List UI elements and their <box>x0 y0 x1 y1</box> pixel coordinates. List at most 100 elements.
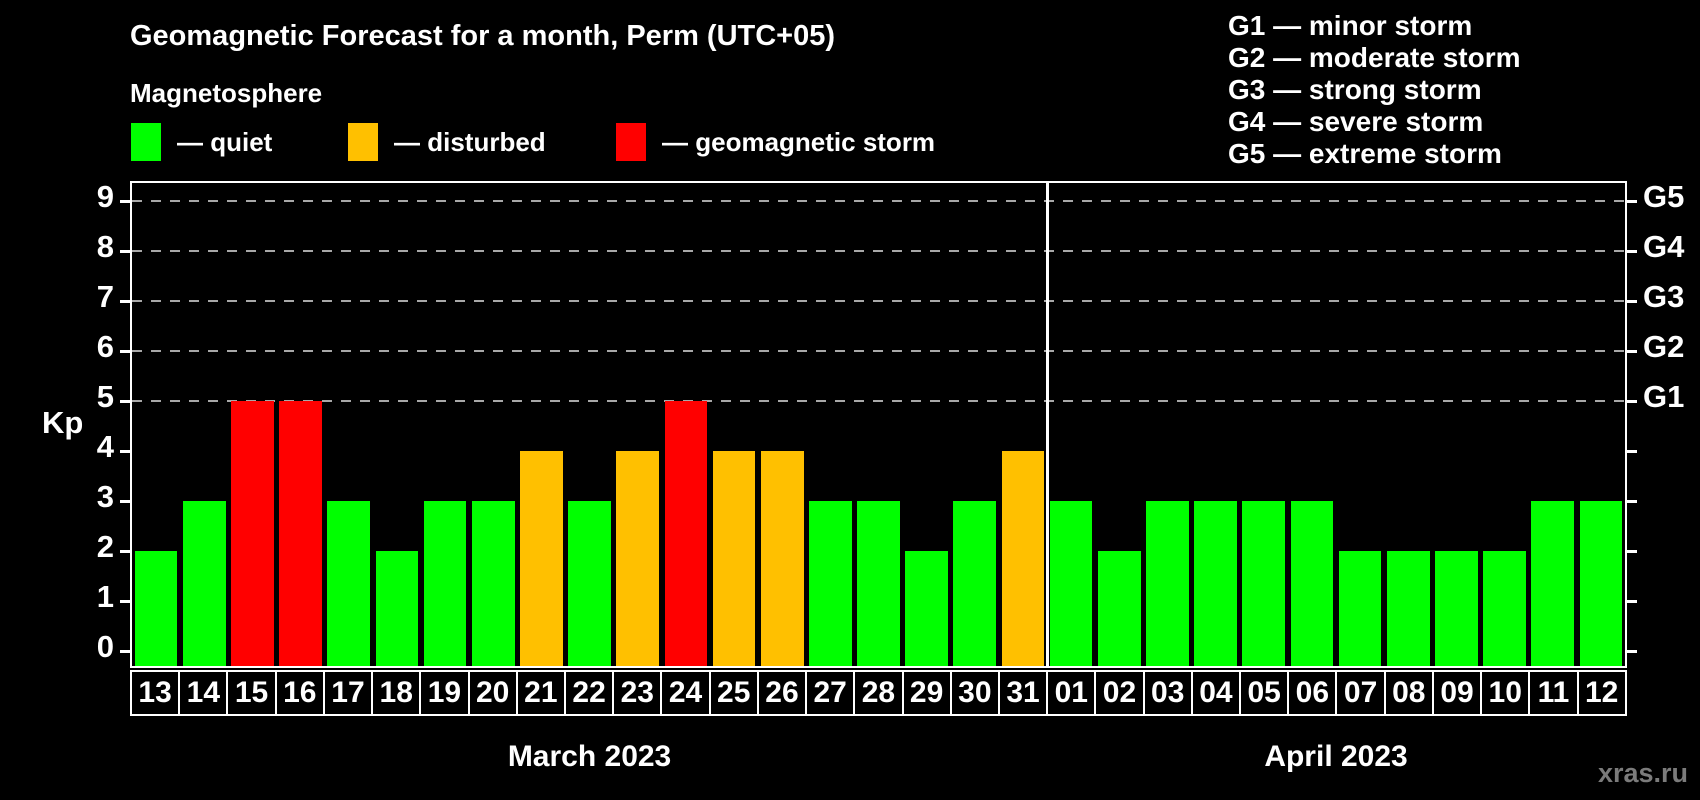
g-axis-tick-9 <box>1625 199 1637 203</box>
g-axis-tick-0 <box>1625 649 1637 653</box>
kp-tick-label-3: 3 <box>96 479 114 514</box>
kp-tick-label-1: 1 <box>96 579 114 614</box>
g-axis-tick-2 <box>1625 549 1637 553</box>
kp-tick-label-8: 8 <box>96 229 114 264</box>
kp-bar-day-21 <box>520 451 563 666</box>
kp-axis-tick-2 <box>120 549 132 553</box>
g-axis-tick-3 <box>1625 499 1637 503</box>
kp-axis-tick-9 <box>120 199 132 203</box>
gridline-kp7 <box>132 300 1625 302</box>
kp-bar-day-02 <box>1097 551 1141 666</box>
kp-bar-day-07 <box>1338 551 1382 666</box>
kp-bar-day-27 <box>809 501 852 666</box>
g-scale-legend-line-5: G5 — extreme storm <box>1228 138 1502 169</box>
kp-bar-day-10 <box>1483 551 1526 666</box>
day-label-11: 11 <box>1528 672 1576 714</box>
kp-tick-label-5: 5 <box>96 379 114 414</box>
watermark-link[interactable]: xras.ru <box>1597 758 1688 788</box>
kp-bar-day-14 <box>182 501 226 666</box>
legend-swatch-quiet-icon <box>131 123 161 161</box>
day-label-29: 29 <box>901 672 950 714</box>
g-scale-legend-line-3: G3 — strong storm <box>1228 74 1482 105</box>
kp-axis-tick-0 <box>120 649 132 653</box>
kp-tick-label-9: 9 <box>96 179 114 214</box>
day-axis: 13 14 15 16 17 18 19 20 21 22 23 24 25 26 27 28 29 30 31 01… <box>130 670 1627 716</box>
legend-item-storm: — geomagnetic storm <box>616 122 935 162</box>
kp-bar-day-17 <box>327 501 371 666</box>
day-label-02: 02 <box>1094 672 1142 714</box>
kp-tick-label-6: 6 <box>96 329 114 364</box>
kp-axis-label: Kp <box>42 405 84 440</box>
day-label-25: 25 <box>708 672 757 714</box>
kp-bar-day-23 <box>616 451 660 666</box>
day-label-05: 05 <box>1239 672 1287 714</box>
kp-bar-day-13 <box>134 551 178 666</box>
g-scale-legend-line-1: G1 — minor storm <box>1228 10 1473 41</box>
kp-tick-label-7: 7 <box>96 279 114 314</box>
kp-bar-day-25 <box>712 451 756 666</box>
kp-bar-day-29 <box>905 551 948 666</box>
g-scale-legend-line-2: G2 — moderate storm <box>1228 42 1521 73</box>
kp-bar-day-28 <box>857 501 900 666</box>
kp-bar-day-24 <box>664 401 708 666</box>
legend-swatch-disturbed-icon <box>348 123 378 161</box>
kp-bar-day-12 <box>1579 501 1623 666</box>
gridline-kp8 <box>132 250 1625 252</box>
legend-item-quiet: — quiet <box>131 122 272 162</box>
legend-label-quiet: — quiet <box>177 126 273 157</box>
month-label-march: March 2023 <box>507 740 672 773</box>
g-axis-tick-4 <box>1625 449 1637 453</box>
g-axis-label-g2: G2 <box>1643 329 1685 364</box>
legend-item-disturbed: — disturbed <box>348 122 546 162</box>
day-label-24: 24 <box>660 672 708 714</box>
kp-axis-tick-8 <box>120 249 132 253</box>
day-label-15: 15 <box>226 672 274 714</box>
day-label-12: 12 <box>1576 672 1625 714</box>
g-axis-tick-1 <box>1625 599 1637 603</box>
g-scale-legend: G1 — minor storm G2 — moderate storm G3 — … <box>1228 10 1521 170</box>
kp-bar-day-26 <box>760 451 804 666</box>
kp-bar-day-11 <box>1531 501 1575 666</box>
kp-bar-day-20 <box>471 501 515 666</box>
day-label-18: 18 <box>371 672 419 714</box>
day-label-23: 23 <box>612 672 660 714</box>
kp-bar-day-01 <box>1049 501 1093 666</box>
kp-axis-tick-1 <box>120 599 132 603</box>
day-label-01: 01 <box>1046 672 1094 714</box>
gridline-kp5 <box>132 400 1625 402</box>
month-label-april: April 2023 <box>1264 740 1408 773</box>
kp-tick-label-0: 0 <box>96 629 114 664</box>
g-axis-tick-5 <box>1625 399 1637 403</box>
legend-label-storm: — geomagnetic storm <box>662 126 936 157</box>
day-label-27: 27 <box>805 672 853 714</box>
kp-tick-label-2: 2 <box>96 529 114 564</box>
kp-axis-tick-4 <box>120 449 132 453</box>
legend-swatch-storm-icon <box>616 123 646 161</box>
day-label-28: 28 <box>853 672 901 714</box>
kp-bar-day-03 <box>1146 501 1189 666</box>
kp-axis-tick-5 <box>120 399 132 403</box>
g-axis-label-g5: G5 <box>1643 179 1685 214</box>
day-label-30: 30 <box>949 672 998 714</box>
kp-bar-day-05 <box>1242 501 1286 666</box>
day-label-06: 06 <box>1287 672 1335 714</box>
day-label-07: 07 <box>1335 672 1383 714</box>
g-scale-legend-line-4: G4 — severe storm <box>1228 106 1484 137</box>
page-title: Geomagnetic Forecast for a month, Perm (… <box>130 20 836 52</box>
day-label-10: 10 <box>1480 672 1528 714</box>
kp-bar-day-30 <box>953 501 997 666</box>
kp-bar-day-16 <box>279 401 322 666</box>
kp-bar-day-22 <box>568 501 611 666</box>
kp-axis-tick-7 <box>120 299 132 303</box>
day-label-19: 19 <box>419 672 467 714</box>
day-label-26: 26 <box>756 672 805 714</box>
kp-axis-tick-6 <box>120 349 132 353</box>
g-axis-tick-6 <box>1625 349 1637 353</box>
day-label-21: 21 <box>515 672 564 714</box>
gridline-kp6 <box>132 350 1625 352</box>
g-axis-label-g1: G1 <box>1643 379 1685 414</box>
gridline-kp9 <box>132 200 1625 202</box>
legend-label-disturbed: — disturbed <box>394 126 546 157</box>
kp-bar-day-09 <box>1435 551 1478 666</box>
